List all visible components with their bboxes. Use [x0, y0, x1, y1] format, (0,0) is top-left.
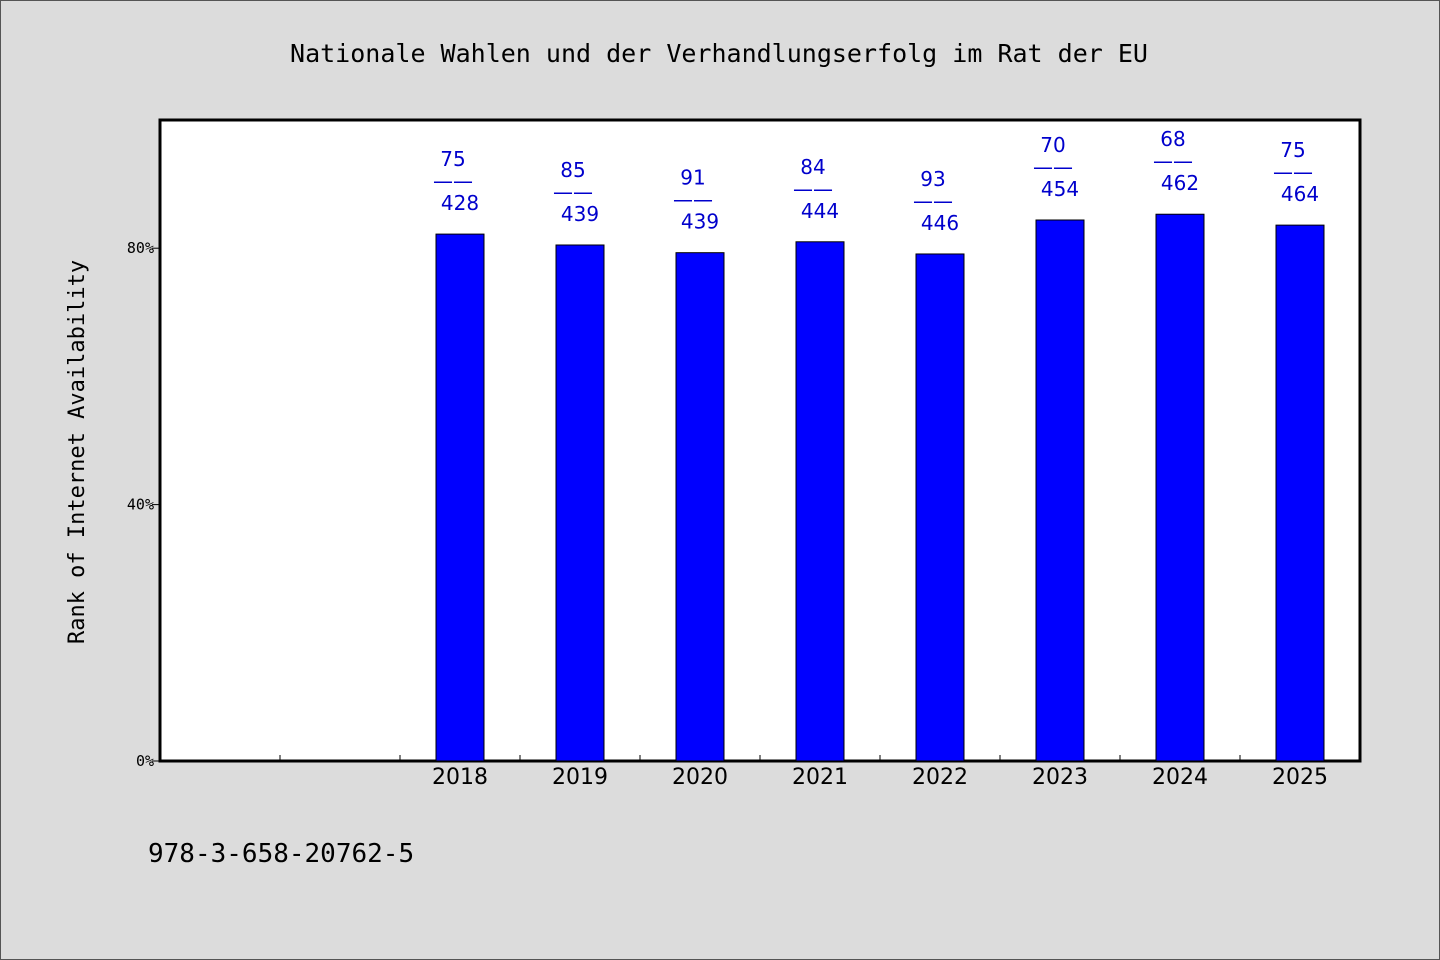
data-label-separator: —— — [1273, 160, 1313, 184]
data-label-bottom: 439 — [561, 202, 599, 226]
data-label-separator: —— — [433, 169, 473, 193]
x-tick-label: 2019 — [552, 765, 608, 790]
data-label-bottom: 462 — [1161, 171, 1199, 195]
data-label-separator: —— — [673, 188, 713, 212]
y-tick-label: 0% — [136, 752, 154, 770]
data-label-top: 70 — [1040, 133, 1065, 157]
x-tick-label: 2018 — [432, 765, 488, 790]
data-label-top: 93 — [920, 167, 945, 191]
data-label-separator: —— — [913, 189, 953, 213]
data-label-top: 85 — [560, 158, 585, 182]
bar — [435, 233, 485, 762]
bar — [675, 252, 725, 762]
x-tick-label: 2023 — [1032, 765, 1088, 790]
x-tick-label: 2022 — [912, 765, 968, 790]
y-tick-label: 80% — [127, 239, 154, 257]
y-tick-label: 40% — [127, 496, 154, 514]
x-tick-label: 2021 — [792, 765, 848, 790]
x-axis-ticks: 2018 2019 2020 2021 2022 2023 2024 2025 — [279, 755, 1328, 790]
data-label-top: 68 — [1160, 127, 1185, 151]
data-label-separator: —— — [793, 177, 833, 201]
data-label-bottom: 428 — [441, 191, 479, 215]
x-tick-label: 2024 — [1152, 765, 1208, 790]
isbn-footer: 978-3-658-20762-5 — [148, 839, 414, 869]
data-label-top: 91 — [680, 166, 705, 190]
bar — [1155, 213, 1205, 762]
data-label-top: 75 — [1280, 138, 1305, 162]
data-label-top: 84 — [800, 155, 825, 179]
data-label-bottom: 444 — [801, 199, 839, 223]
data-label-bottom: 454 — [1041, 177, 1079, 201]
x-tick-label: 2025 — [1272, 765, 1328, 790]
bar — [1275, 224, 1325, 762]
data-label-separator: —— — [1033, 155, 1073, 179]
bar — [795, 241, 845, 762]
data-label-separator: —— — [1153, 149, 1193, 173]
data-label-bottom: 446 — [921, 211, 959, 235]
chart-title: Nationale Wahlen und der Verhandlungserf… — [290, 39, 1148, 68]
y-axis-ticks: 0% 40% 80% — [127, 239, 160, 770]
data-label-bottom: 464 — [1281, 182, 1319, 206]
y-axis-label: Rank of Internet Availability — [65, 260, 90, 644]
bar — [1035, 219, 1085, 762]
bar — [555, 244, 605, 762]
data-labels: 75——42885——43991——43984——44493——44670——4… — [433, 127, 1319, 235]
bar — [915, 253, 965, 762]
data-label-top: 75 — [440, 147, 465, 171]
bars — [435, 213, 1325, 762]
data-label-bottom: 439 — [681, 210, 719, 234]
x-tick-label: 2020 — [672, 765, 728, 790]
data-label-separator: —— — [553, 180, 593, 204]
